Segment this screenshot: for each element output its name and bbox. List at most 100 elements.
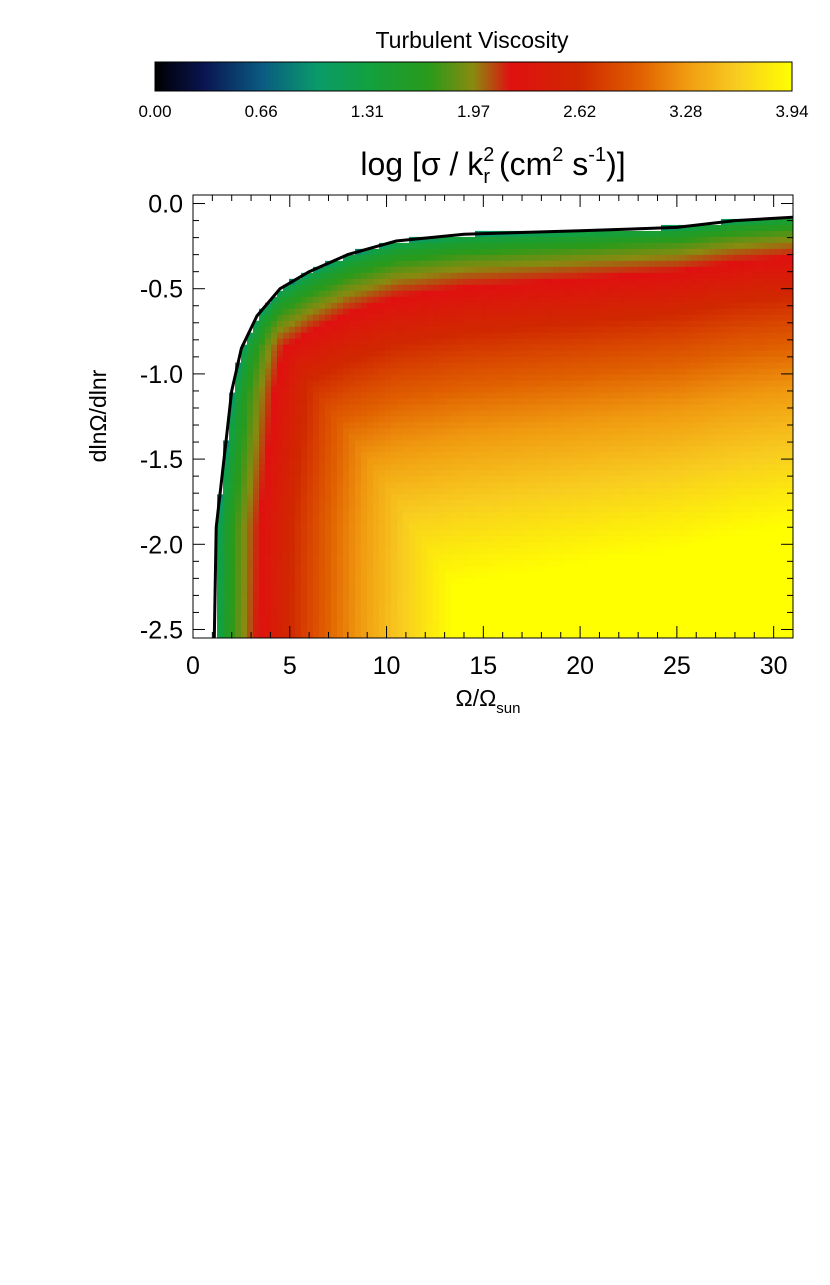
- heatmap-cell: [475, 452, 482, 460]
- heatmap-cell: [373, 398, 380, 406]
- heatmap-cell: [265, 554, 272, 561]
- heatmap-cell: [601, 380, 608, 388]
- heatmap-cell: [565, 284, 572, 292]
- heatmap-cell: [733, 554, 740, 561]
- heatmap-cell: [691, 386, 698, 394]
- heatmap-cell: [775, 254, 782, 262]
- heatmap-cell: [739, 428, 746, 436]
- heatmap-cell: [511, 290, 518, 298]
- heatmap-cell: [685, 242, 692, 250]
- heatmap-cell: [373, 320, 380, 328]
- heatmap-cell: [523, 248, 530, 256]
- heatmap-cell: [601, 344, 608, 352]
- heatmap-cell: [751, 512, 758, 519]
- heatmap-cell: [355, 386, 362, 394]
- heatmap-cell: [787, 350, 793, 358]
- heatmap-cell: [343, 338, 350, 346]
- heatmap-cell: [367, 452, 374, 460]
- heatmap-cell: [541, 368, 548, 376]
- heatmap-cell: [283, 482, 290, 489]
- heatmap-cell: [529, 362, 536, 370]
- heatmap-cell: [781, 356, 788, 364]
- heatmap-cell: [391, 542, 398, 549]
- heatmap-cell: [445, 530, 452, 537]
- heatmap-cell: [277, 554, 284, 561]
- heatmap-cell: [685, 326, 692, 334]
- heatmap-cell: [733, 218, 740, 226]
- heatmap-cell: [433, 518, 440, 525]
- heatmap-cell: [229, 422, 236, 430]
- heatmap-cell: [493, 452, 500, 460]
- heatmap-cell: [277, 464, 284, 471]
- heatmap-cell: [709, 464, 716, 471]
- heatmap-cell: [625, 464, 632, 471]
- heatmap-cell: [637, 374, 644, 382]
- heatmap-cell: [529, 422, 536, 430]
- heatmap-cell: [613, 512, 620, 519]
- heatmap-cell: [379, 266, 386, 274]
- heatmap-cell: [637, 446, 644, 454]
- heatmap-cell: [703, 422, 710, 430]
- heatmap-cell: [769, 506, 776, 513]
- heatmap-cell: [445, 416, 452, 424]
- heatmap-cell: [589, 446, 596, 454]
- heatmap-cell: [565, 452, 572, 460]
- heatmap-cell: [517, 374, 524, 382]
- heatmap-cell: [379, 506, 386, 513]
- heatmap-cell: [403, 362, 410, 370]
- heatmap-cell: [643, 326, 650, 334]
- heatmap-cell: [235, 452, 242, 460]
- heatmap-cell: [547, 494, 554, 501]
- heatmap-cell: [337, 398, 344, 406]
- heatmap-cell: [637, 476, 644, 483]
- heatmap-cell: [445, 326, 452, 334]
- heatmap-cell: [295, 524, 302, 531]
- heatmap-cell: [679, 542, 686, 549]
- heatmap-cell: [787, 482, 793, 489]
- heatmap-cell: [595, 398, 602, 406]
- heatmap-cell: [325, 338, 332, 346]
- heatmap-cell: [337, 554, 344, 561]
- heatmap-cell: [745, 398, 752, 406]
- heatmap-cell: [535, 338, 542, 346]
- heatmap-cell: [523, 290, 530, 298]
- heatmap-cell: [595, 314, 602, 322]
- heatmap-cell: [775, 290, 782, 298]
- heatmap-cell: [685, 428, 692, 436]
- heatmap-cell: [277, 518, 284, 525]
- heatmap-cell: [271, 332, 278, 340]
- heatmap-cell: [457, 254, 464, 262]
- heatmap-cell: [553, 350, 560, 358]
- heatmap-cell: [283, 386, 290, 394]
- heatmap-cell: [625, 494, 632, 501]
- heatmap-cell: [337, 452, 344, 460]
- heatmap-cell: [745, 542, 752, 549]
- heatmap-cell: [727, 470, 734, 477]
- heatmap-cell: [475, 242, 482, 250]
- heatmap-cell: [661, 344, 668, 352]
- heatmap-cell: [667, 272, 674, 280]
- heatmap-cell: [517, 302, 524, 310]
- heatmap-cell: [391, 308, 398, 316]
- heatmap-cell: [679, 326, 686, 334]
- heatmap-cell: [403, 440, 410, 448]
- heatmap-cell: [451, 464, 458, 471]
- heatmap-cell: [595, 386, 602, 394]
- heatmap-cell: [697, 458, 704, 465]
- heatmap-cell: [385, 296, 392, 304]
- heatmap-cell: [667, 296, 674, 304]
- heatmap-cell: [469, 518, 476, 525]
- heatmap-cell: [721, 386, 728, 394]
- heatmap-cell: [529, 446, 536, 454]
- heatmap-cell: [619, 500, 626, 507]
- heatmap-cell: [313, 284, 320, 292]
- heatmap-cell: [529, 230, 536, 238]
- heatmap-cell: [583, 296, 590, 304]
- heatmap-cell: [415, 356, 422, 364]
- heatmap-cell: [661, 512, 668, 519]
- heatmap-cell: [475, 254, 482, 262]
- heatmap-cell: [541, 230, 548, 238]
- heatmap-cell: [355, 374, 362, 382]
- heatmap-cell: [583, 260, 590, 268]
- heatmap-cell: [253, 332, 260, 340]
